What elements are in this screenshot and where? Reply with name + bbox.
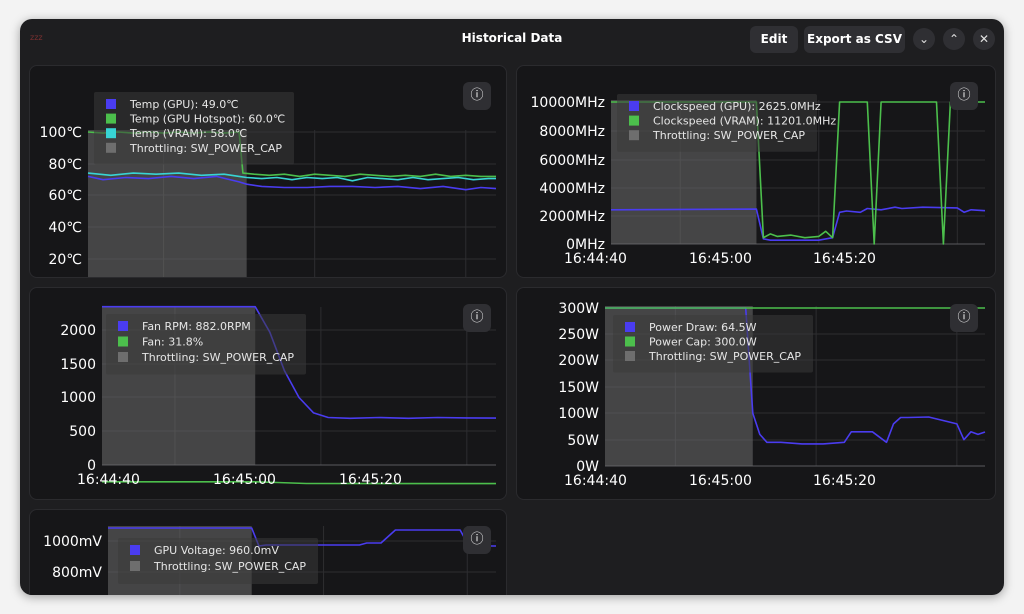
legend-entry: Throttling: SW_POWER_CAP	[648, 350, 801, 363]
legend-background	[613, 315, 813, 373]
legend-swatch	[130, 545, 140, 555]
series-line	[102, 481, 497, 485]
series-line	[605, 307, 986, 445]
info-icon[interactable]: ⓘ	[463, 82, 491, 110]
legend-entry: GPU Voltage: 960.0mV	[154, 544, 279, 557]
x-tick-label: 16:45:00	[213, 472, 276, 488]
x-tick-label: 16:45:20	[813, 251, 876, 267]
legend-swatch	[106, 142, 116, 153]
minimize-icon[interactable]: ⌄	[913, 28, 935, 50]
legend-entry: Temp (GPU Hotspot): 60.0℃	[129, 113, 285, 126]
legend-entry: Fan RPM: 882.0RPM	[142, 320, 251, 333]
y-tick-label: 800mV	[52, 565, 102, 581]
legend-swatch	[130, 561, 140, 571]
legend-swatch	[625, 351, 635, 361]
y-tick-label: 1000	[60, 390, 96, 406]
legend-entry: Clockspeed (VRAM): 11201.0MHz	[653, 115, 836, 128]
voltage-chart: 1000mV 800mV GPU Voltage: 960.0mV Throttlin…	[43, 526, 496, 595]
info-icon[interactable]: ⓘ	[463, 304, 491, 332]
clockspeed-chart-panel: 10000MHz 8000MHz 6000MHz 4000MHz 2000MHz 0MHz…	[516, 65, 996, 278]
series-line	[610, 206, 986, 241]
y-tick-label: 1500	[60, 357, 96, 373]
fan-chart: 2000 1500 1000 500 016:44:40 16:45:00 16:45:20…	[60, 305, 497, 488]
legend-swatch	[106, 128, 116, 139]
temperature-chart-panel: 100℃80℃60℃40℃20℃0℃16:44:4016:45:0016:45:…	[29, 65, 507, 278]
y-tick-label: 0MHz	[566, 237, 605, 253]
x-tick-label: 16:45:00	[689, 473, 752, 489]
y-tick-label: 8000MHz	[539, 124, 605, 140]
y-tick-label: 100℃	[40, 125, 82, 141]
y-tick-label: 0W	[576, 459, 599, 475]
legend-swatch	[118, 336, 128, 347]
y-tick-label: 50W	[567, 433, 599, 449]
x-tick-label: 16:45:00	[689, 251, 752, 267]
series-line	[611, 101, 985, 245]
close-icon[interactable]: ✕	[973, 28, 995, 50]
legend-swatch	[629, 130, 639, 141]
y-tick-label: 100W	[558, 406, 599, 422]
legend-swatch	[118, 352, 128, 362]
legend-swatch	[629, 101, 639, 111]
legend-entry: Fan: 31.8%	[142, 336, 203, 349]
y-tick-label: 500	[69, 424, 96, 440]
y-tick-label: 4000MHz	[539, 181, 605, 197]
legend-background	[118, 538, 318, 584]
y-tick-label: 300W	[558, 301, 599, 317]
legend-entry: Throttling: SW_POWER_CAP	[129, 142, 282, 155]
window-title: Historical Data	[461, 31, 563, 45]
y-tick-label: 80℃	[48, 157, 82, 173]
series-line	[87, 172, 496, 182]
y-tick-label: 0	[87, 458, 96, 474]
clockspeed-chart: 10000MHz 8000MHz 6000MHz 4000MHz 2000MHz 0MHz…	[531, 94, 986, 267]
legend-swatch	[625, 336, 635, 347]
y-tick-label: 40℃	[48, 220, 82, 236]
info-icon[interactable]: ⓘ	[463, 526, 491, 554]
legend-entry: Power Draw: 64.5W	[649, 321, 757, 334]
legend-swatch	[625, 322, 635, 332]
voltage-chart-panel: 1000mV 800mV GPU Voltage: 960.0mV Throttlin…	[29, 509, 507, 595]
y-tick-label: 2000	[60, 323, 96, 339]
temperature-chart: 100℃80℃60℃40℃20℃0℃16:44:4016:45:0016:45:…	[40, 92, 497, 277]
x-tick-label: 16:44:40	[564, 473, 627, 489]
legend-background	[106, 314, 306, 375]
power-chart-panel: 300W 250W 200W 150W 100W 50W 0W 16:44:40 16:45:0…	[516, 287, 996, 500]
legend-entry: Throttling: SW_POWER_CAP	[652, 129, 805, 142]
series-line	[87, 175, 497, 191]
fan-chart-panel: 2000 1500 1000 500 0 16:44:40 16:45:00 16:45:20…	[29, 287, 507, 500]
y-tick-label: 1000mV	[43, 534, 102, 550]
info-icon[interactable]: ⓘ	[950, 304, 978, 332]
x-tick-label: 16:44:40	[564, 251, 627, 267]
x-tick-label: 16:45:20	[813, 473, 876, 489]
edit-button[interactable]: Edit	[750, 26, 798, 53]
legend-swatch	[106, 99, 116, 109]
y-tick-label: 20℃	[48, 252, 82, 268]
y-tick-label: 6000MHz	[539, 153, 605, 169]
historical-data-window: zzz Historical Data Edit Export as CSV ⌄…	[20, 19, 1004, 595]
info-icon[interactable]: ⓘ	[950, 82, 978, 110]
maximize-icon[interactable]: ⌃	[943, 28, 965, 50]
app-icon: zzz	[30, 33, 43, 42]
legend-swatch	[118, 321, 128, 331]
y-tick-label: 200W	[558, 353, 599, 369]
export-csv-button[interactable]: Export as CSV	[804, 26, 905, 53]
x-tick-label: 16:44:40	[77, 472, 140, 488]
y-tick-label: 2000MHz	[539, 209, 605, 225]
y-tick-label: 10000MHz	[531, 95, 606, 111]
legend-background	[617, 94, 817, 152]
legend-entry: Temp (GPU): 49.0℃	[129, 98, 239, 111]
legend-entry: Throttling: SW_POWER_CAP	[141, 351, 294, 364]
y-tick-label: 250W	[558, 327, 599, 343]
legend-swatch	[106, 113, 116, 124]
legend-entry: Throttling: SW_POWER_CAP	[153, 560, 306, 573]
legend-background	[94, 92, 294, 165]
legend-swatch	[629, 115, 639, 126]
x-tick-label: 16:45:20	[339, 472, 402, 488]
y-tick-label: 150W	[558, 380, 599, 396]
legend-entry: Clockspeed (GPU): 2625.0MHz	[653, 100, 821, 113]
y-tick-label: 60℃	[48, 188, 82, 204]
legend-entry: Power Cap: 300.0W	[649, 336, 757, 349]
title-bar: zzz Historical Data Edit Export as CSV ⌄…	[20, 19, 1004, 61]
legend-entry: Temp (VRAM): 58.0℃	[129, 127, 247, 140]
